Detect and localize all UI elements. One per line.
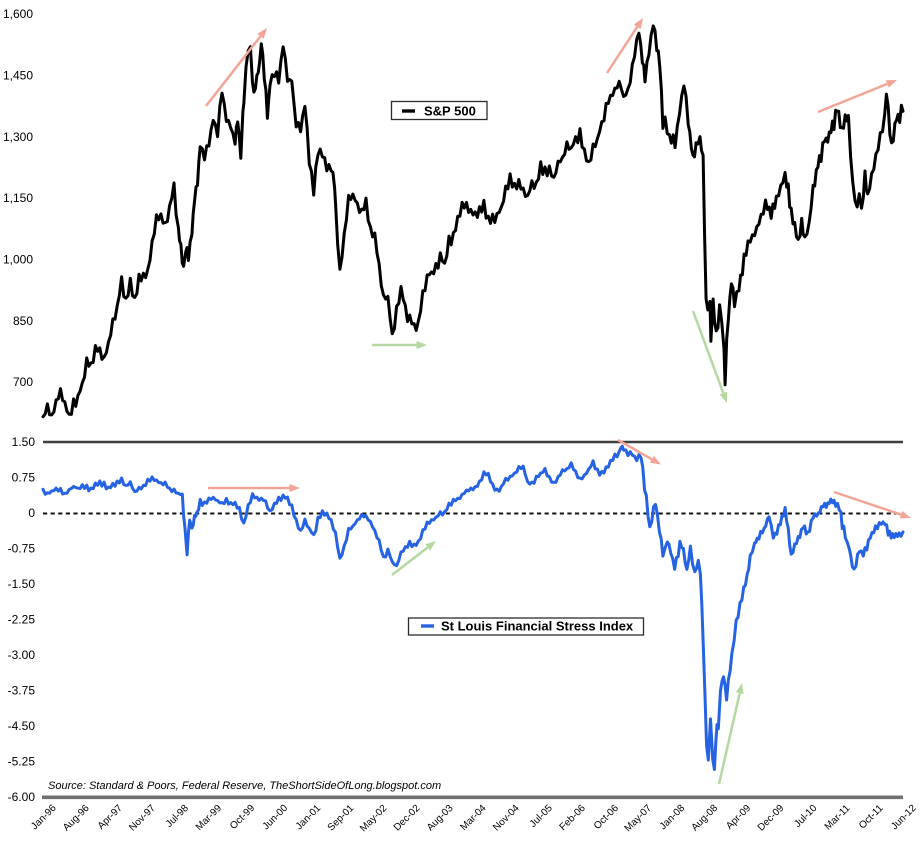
svg-text:1,600: 1,600 (3, 7, 33, 21)
svg-text:-6.00: -6.00 (8, 790, 36, 804)
svg-text:0.75: 0.75 (12, 471, 36, 485)
svg-text:700: 700 (13, 375, 33, 389)
svg-text:1,450: 1,450 (3, 69, 33, 83)
svg-text:1,300: 1,300 (3, 130, 33, 144)
svg-text:-3.00: -3.00 (8, 648, 36, 662)
svg-text:1,000: 1,000 (3, 253, 33, 267)
svg-text:-3.75: -3.75 (8, 684, 36, 698)
svg-text:Source: Standard & Poors, Fede: Source: Standard & Poors, Federal Reserv… (48, 780, 441, 792)
svg-text:-1.50: -1.50 (8, 577, 36, 591)
svg-text:850: 850 (13, 314, 33, 328)
svg-text:S&P 500: S&P 500 (424, 104, 476, 119)
svg-text:1.50: 1.50 (12, 435, 36, 449)
svg-text:0: 0 (28, 506, 35, 520)
svg-text:-0.75: -0.75 (8, 542, 36, 556)
svg-text:1,150: 1,150 (3, 191, 33, 205)
svg-text:-2.25: -2.25 (8, 613, 36, 627)
svg-text:-4.50: -4.50 (8, 719, 36, 733)
svg-text:St Louis Financial Stress Inde: St Louis Financial Stress Index (441, 619, 634, 634)
svg-text:-5.25: -5.25 (8, 755, 36, 769)
